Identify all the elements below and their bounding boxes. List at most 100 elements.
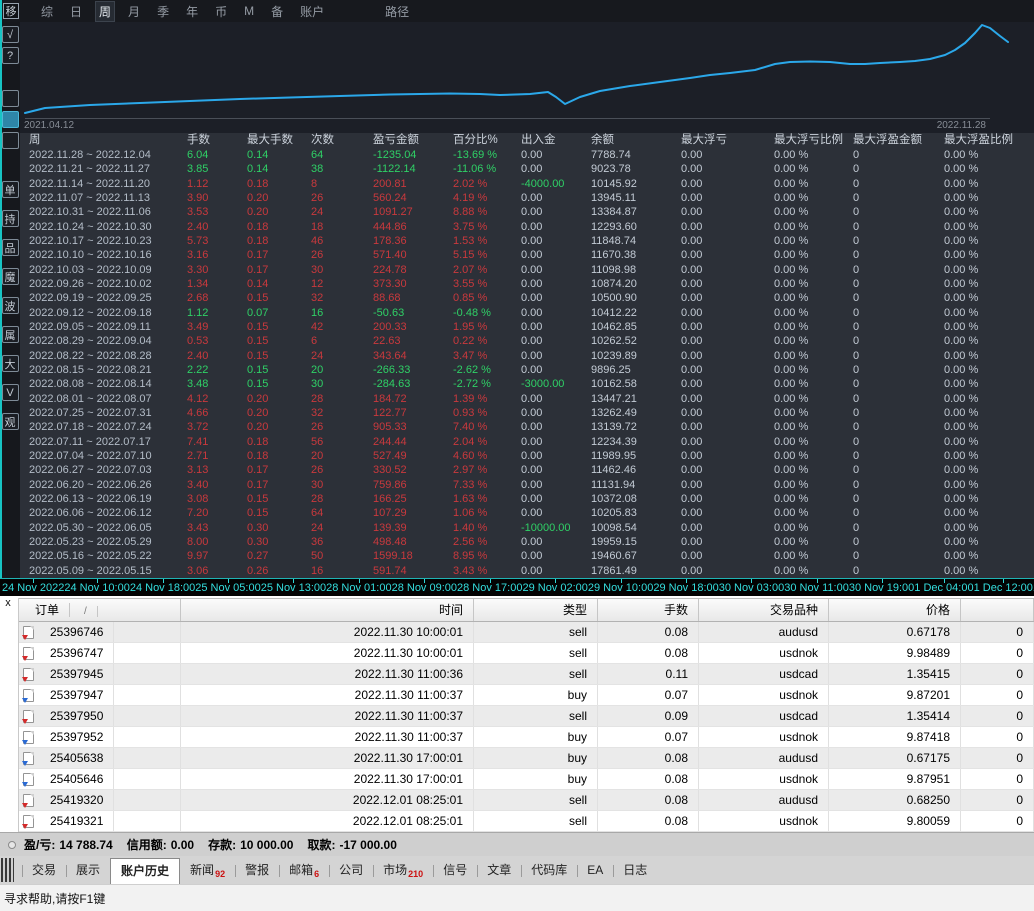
- panel-tab[interactable]: 公司: [329, 860, 373, 882]
- period-menu-item[interactable]: 周: [95, 0, 116, 22]
- order-row[interactable]: 25419320 2022.12.01 08:25:01 sell 0.08 a…: [19, 790, 1034, 811]
- weekly-row[interactable]: 2022.08.29 ~ 2022.09.04 0.53 0.15 6 22.6…: [20, 334, 1034, 348]
- weekly-row[interactable]: 2022.09.05 ~ 2022.09.11 3.49 0.15 42 200…: [20, 320, 1034, 334]
- weekly-row[interactable]: 2022.09.26 ~ 2022.10.02 1.34 0.14 12 373…: [20, 277, 1034, 291]
- week-inout: 0.00: [521, 191, 543, 204]
- order-type-icon: [22, 688, 34, 703]
- orders-col-lots[interactable]: 手数: [598, 599, 699, 621]
- panel-tab[interactable]: 日志: [613, 860, 657, 882]
- panel-tab[interactable]: 账户历史: [110, 858, 181, 884]
- week-lots: 3.13: [187, 464, 209, 477]
- orders-col-extra[interactable]: [961, 599, 1034, 621]
- week-inout: 0.00: [521, 464, 543, 477]
- weekly-row[interactable]: 2022.07.04 ~ 2022.07.10 2.71 0.18 20 527…: [20, 449, 1034, 463]
- period-menu-item[interactable]: 备: [271, 4, 284, 19]
- sidebar-button[interactable]: 波: [1, 297, 19, 314]
- sidebar-button[interactable]: ?: [1, 47, 19, 64]
- weekly-row[interactable]: 2022.08.01 ~ 2022.08.07 4.12 0.20 28 184…: [20, 392, 1034, 406]
- panel-tab[interactable]: 市场210: [373, 860, 433, 882]
- order-row[interactable]: 25397950 2022.11.30 11:00:37 sell 0.09 u…: [19, 706, 1034, 727]
- weekly-row[interactable]: 2022.11.21 ~ 2022.11.27 3.85 0.14 38 -11…: [20, 162, 1034, 176]
- equity-chart[interactable]: 2021.04.12 2022.11.28: [20, 22, 1034, 133]
- order-row[interactable]: 25396747 2022.11.30 10:00:01 sell 0.08 u…: [19, 643, 1034, 664]
- order-row[interactable]: 25405638 2022.11.30 17:00:01 buy 0.08 au…: [19, 748, 1034, 769]
- weekly-row[interactable]: 2022.10.03 ~ 2022.10.09 3.30 0.17 30 224…: [20, 263, 1034, 277]
- order-row[interactable]: 25397947 2022.11.30 11:00:37 buy 0.07 us…: [19, 685, 1034, 706]
- weekly-row[interactable]: 2022.11.07 ~ 2022.11.13 3.90 0.20 26 560…: [20, 191, 1034, 205]
- panel-tab[interactable]: 文章: [477, 860, 521, 882]
- week-balance: 7788.74: [591, 149, 631, 161]
- period-menu-item[interactable]: 季: [157, 4, 170, 19]
- weekly-row[interactable]: 2022.09.12 ~ 2022.09.18 1.12 0.07 16 -50…: [20, 306, 1034, 320]
- weekly-row[interactable]: 2022.10.31 ~ 2022.11.06 3.53 0.20 24 109…: [20, 205, 1034, 219]
- weekly-row[interactable]: 2022.10.10 ~ 2022.10.16 3.16 0.17 26 571…: [20, 248, 1034, 262]
- period-menu-item[interactable]: 币: [215, 4, 228, 19]
- weekly-row[interactable]: 2022.11.14 ~ 2022.11.20 1.12 0.18 8 200.…: [20, 177, 1034, 191]
- col-header-inout: 出入金: [521, 134, 556, 146]
- sidebar-button[interactable]: 魔: [1, 268, 19, 285]
- weekly-row[interactable]: 2022.06.20 ~ 2022.06.26 3.40 0.17 30 759…: [20, 478, 1034, 492]
- close-panel-button[interactable]: x: [5, 597, 11, 609]
- period-menu-item[interactable]: 账户: [300, 4, 325, 19]
- sidebar-button[interactable]: 持: [1, 210, 19, 227]
- weekly-row[interactable]: 2022.06.13 ~ 2022.06.19 3.08 0.15 28 166…: [20, 492, 1034, 506]
- order-row[interactable]: 25405646 2022.11.30 17:00:01 buy 0.08 us…: [19, 769, 1034, 790]
- orders-col-type[interactable]: 类型: [474, 599, 598, 621]
- weekly-row[interactable]: 2022.05.23 ~ 2022.05.29 8.00 0.30 36 498…: [20, 535, 1034, 549]
- weekly-row[interactable]: 2022.05.16 ~ 2022.05.22 9.97 0.27 50 159…: [20, 549, 1034, 563]
- panel-tab[interactable]: 展示: [66, 860, 110, 882]
- orders-col-price[interactable]: 价格: [829, 599, 961, 621]
- panel-tab[interactable]: 警报: [235, 860, 279, 882]
- weekly-row[interactable]: 2022.06.06 ~ 2022.06.12 7.20 0.15 64 107…: [20, 506, 1034, 520]
- panel-tab[interactable]: 交易: [22, 860, 66, 882]
- sidebar-button[interactable]: [1, 111, 19, 128]
- panel-tab[interactable]: 信号: [433, 860, 477, 882]
- weekly-row[interactable]: 2022.07.11 ~ 2022.07.17 7.41 0.18 56 244…: [20, 435, 1034, 449]
- period-menu-item[interactable]: 月: [128, 4, 141, 19]
- period-menu-item[interactable]: 日: [70, 4, 83, 19]
- weekly-row[interactable]: 2022.05.30 ~ 2022.06.05 3.43 0.30 24 139…: [20, 521, 1034, 535]
- panel-tab[interactable]: 新闻92: [180, 860, 235, 882]
- sidebar-button[interactable]: 品: [1, 239, 19, 256]
- panel-tab[interactable]: 邮箱6: [279, 860, 329, 882]
- weekly-row[interactable]: 2022.05.09 ~ 2022.05.15 3.06 0.26 16 591…: [20, 564, 1034, 578]
- weekly-row[interactable]: 2022.09.19 ~ 2022.09.25 2.68 0.15 32 88.…: [20, 291, 1034, 305]
- orders-col-symbol[interactable]: 交易品种: [699, 599, 829, 621]
- period-menu-item[interactable]: M: [244, 4, 255, 18]
- weekly-row[interactable]: 2022.07.18 ~ 2022.07.24 3.72 0.20 26 905…: [20, 420, 1034, 434]
- order-row[interactable]: 25397952 2022.11.30 11:00:37 buy 0.07 us…: [19, 727, 1034, 748]
- sidebar-button[interactable]: 单: [1, 181, 19, 198]
- period-menu-item[interactable]: 综: [41, 4, 54, 19]
- sidebar-button[interactable]: [1, 132, 19, 149]
- panel-tab[interactable]: 代码库: [521, 860, 577, 882]
- weekly-row[interactable]: 2022.08.15 ~ 2022.08.21 2.22 0.15 20 -26…: [20, 363, 1034, 377]
- move-button[interactable]: 移: [3, 3, 19, 19]
- order-row[interactable]: 25397945 2022.11.30 11:00:36 sell 0.11 u…: [19, 664, 1034, 685]
- order-row[interactable]: 25396746 2022.11.30 10:00:01 sell 0.08 a…: [19, 622, 1034, 643]
- weekly-row[interactable]: 2022.11.28 ~ 2022.12.04 6.04 0.14 64 -12…: [20, 148, 1034, 162]
- week-maxfp-pct: 0.00 %: [944, 535, 979, 548]
- weekly-row[interactable]: 2022.07.25 ~ 2022.07.31 4.66 0.20 32 122…: [20, 406, 1034, 420]
- panel-tab[interactable]: EA: [577, 860, 613, 882]
- sidebar-button[interactable]: [1, 90, 19, 107]
- week-maxlots: 0.15: [247, 378, 269, 391]
- path-menu-item[interactable]: 路径: [385, 4, 410, 19]
- weekly-row[interactable]: 2022.10.17 ~ 2022.10.23 5.73 0.18 46 178…: [20, 234, 1034, 248]
- sidebar-button[interactable]: 大: [1, 355, 19, 372]
- weekly-row[interactable]: 2022.08.08 ~ 2022.08.14 3.48 0.15 30 -28…: [20, 377, 1034, 391]
- week-maxfp: 0: [853, 277, 860, 290]
- orders-col-time[interactable]: 时间: [181, 599, 474, 621]
- sidebar-button[interactable]: V: [1, 384, 19, 401]
- period-menu-item[interactable]: 年: [186, 4, 199, 19]
- order-row[interactable]: 25419321 2022.12.01 08:25:01 sell 0.08 u…: [19, 811, 1034, 832]
- sidebar-button[interactable]: 观: [1, 413, 19, 430]
- week-range: 2022.06.13 ~ 2022.06.19: [29, 492, 152, 505]
- week-range: 2022.07.11 ~ 2022.07.17: [29, 435, 151, 448]
- sidebar-button[interactable]: √: [1, 26, 19, 43]
- sidebar-button[interactable]: 属: [1, 326, 19, 343]
- weekly-row[interactable]: 2022.08.22 ~ 2022.08.28 2.40 0.15 24 343…: [20, 349, 1034, 363]
- weekly-row[interactable]: 2022.06.27 ~ 2022.07.03 3.13 0.17 26 330…: [20, 463, 1034, 477]
- orders-col-order[interactable]: 订单 /: [19, 599, 181, 621]
- tab-label: 新闻: [190, 863, 215, 877]
- weekly-row[interactable]: 2022.10.24 ~ 2022.10.30 2.40 0.18 18 444…: [20, 220, 1034, 234]
